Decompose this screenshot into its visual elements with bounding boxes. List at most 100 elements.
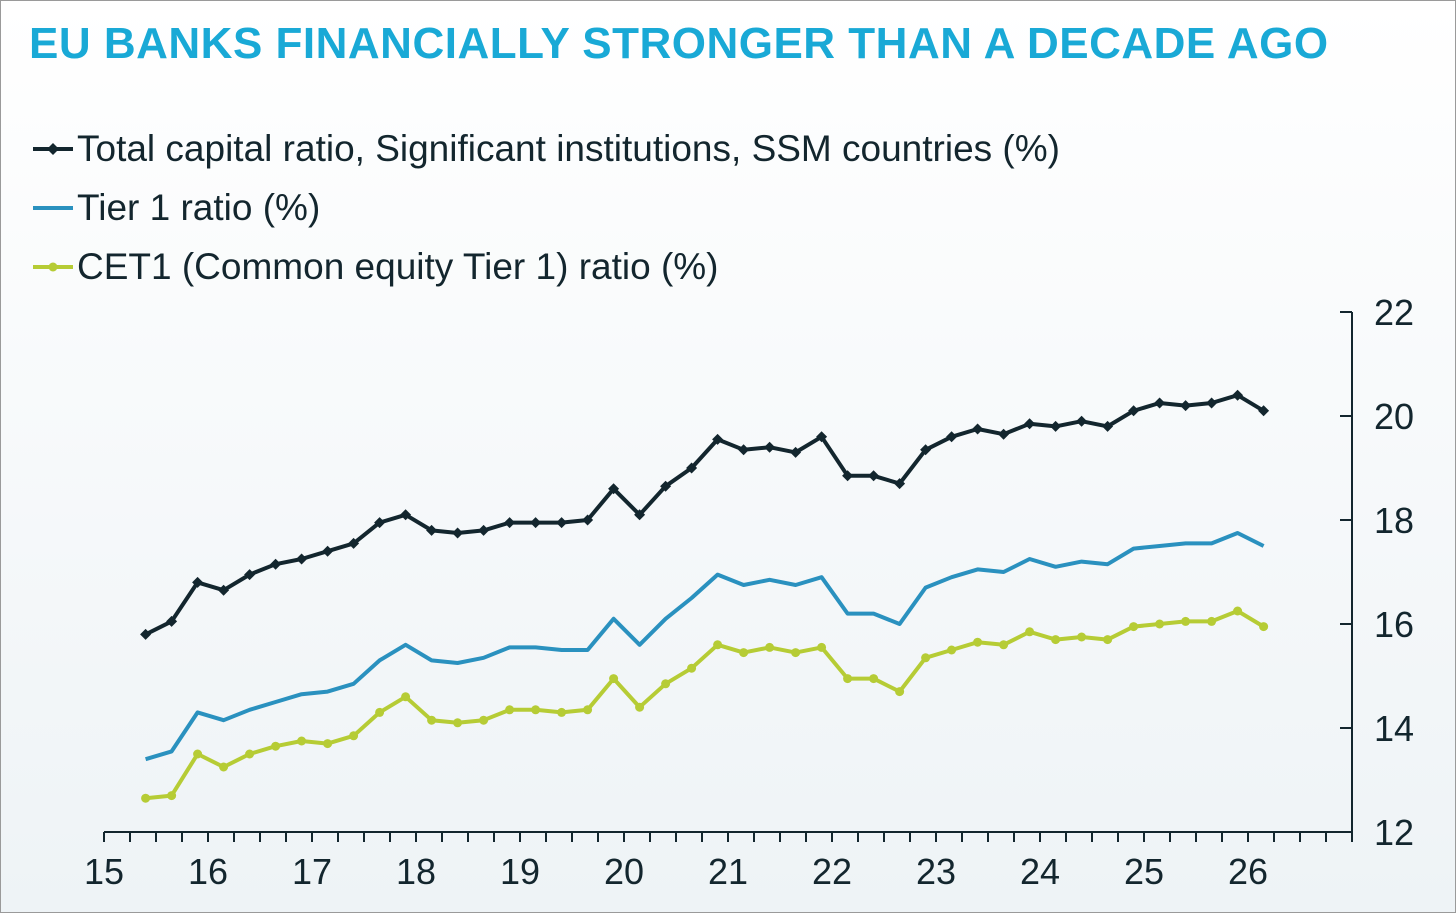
data-point-cet1 — [401, 692, 411, 702]
data-point-cet1 — [869, 674, 879, 684]
data-point-cet1 — [583, 705, 593, 715]
y-tick-label: 18 — [1374, 500, 1414, 541]
data-point-total-capital — [244, 569, 256, 581]
data-point-total-capital — [1102, 420, 1114, 432]
data-point-cet1 — [505, 705, 515, 715]
data-point-total-capital — [426, 524, 438, 536]
data-point-total-capital — [712, 433, 724, 445]
y-tick-label: 14 — [1374, 708, 1414, 749]
data-point-cet1 — [479, 715, 489, 725]
legend-item-total-capital[interactable]: Total capital ratio, Significant institu… — [31, 119, 1060, 178]
data-point-cet1 — [1207, 616, 1217, 626]
x-tick-label: 24 — [1020, 851, 1060, 892]
data-point-total-capital — [400, 509, 412, 521]
data-point-total-capital — [816, 431, 828, 443]
data-point-cet1 — [895, 687, 905, 697]
data-point-total-capital — [348, 537, 360, 549]
legend-item-tier1[interactable]: Tier 1 ratio (%) — [31, 178, 1060, 237]
data-point-total-capital — [868, 470, 880, 482]
data-point-cet1 — [271, 741, 281, 751]
data-point-cet1 — [453, 718, 463, 728]
data-point-total-capital — [998, 428, 1010, 440]
x-tick-label: 17 — [292, 851, 332, 892]
data-point-cet1 — [635, 702, 645, 712]
data-point-total-capital — [504, 517, 516, 529]
data-point-total-capital — [296, 553, 308, 565]
data-point-cet1 — [349, 731, 359, 741]
legend-swatch-tier1 — [33, 205, 73, 210]
x-tick-label: 20 — [604, 851, 644, 892]
data-point-total-capital — [1128, 405, 1140, 417]
data-point-total-capital — [634, 509, 646, 521]
y-tick-label: 12 — [1374, 812, 1414, 853]
x-tick-label: 16 — [188, 851, 228, 892]
data-point-cet1 — [141, 793, 151, 803]
data-point-cet1 — [219, 762, 229, 772]
data-point-cet1 — [245, 749, 255, 759]
data-point-cet1 — [921, 653, 931, 663]
data-point-cet1 — [1025, 627, 1035, 637]
data-point-cet1 — [817, 642, 827, 652]
data-point-cet1 — [323, 739, 333, 749]
data-point-cet1 — [1233, 606, 1243, 616]
data-point-total-capital — [1050, 420, 1062, 432]
data-point-total-capital — [1024, 418, 1036, 430]
data-point-total-capital — [1258, 405, 1270, 417]
data-point-total-capital — [790, 446, 802, 458]
data-point-cet1 — [661, 679, 671, 689]
data-point-total-capital — [764, 441, 776, 453]
data-point-cet1 — [739, 648, 749, 658]
data-point-total-capital — [972, 423, 984, 435]
x-tick-label: 18 — [396, 851, 436, 892]
data-point-total-capital — [556, 517, 568, 529]
data-point-total-capital — [582, 514, 594, 526]
legend: Total capital ratio, Significant institu… — [31, 119, 1060, 296]
data-point-cet1 — [765, 642, 775, 652]
data-point-total-capital — [452, 527, 464, 539]
x-tick-label: 21 — [708, 851, 748, 892]
data-point-total-capital — [946, 431, 958, 443]
data-point-cet1 — [947, 645, 957, 655]
data-point-total-capital — [660, 480, 672, 492]
data-point-cet1 — [557, 707, 567, 717]
data-point-total-capital — [374, 517, 386, 529]
x-tick-label: 26 — [1228, 851, 1268, 892]
data-point-cet1 — [791, 648, 801, 658]
data-point-cet1 — [167, 791, 177, 801]
x-tick-label: 25 — [1124, 851, 1164, 892]
data-point-cet1 — [1103, 635, 1113, 645]
legend-item-cet1[interactable]: CET1 (Common equity Tier 1) ratio (%) — [31, 237, 1060, 296]
data-point-cet1 — [193, 749, 203, 759]
data-point-total-capital — [322, 545, 334, 557]
data-point-total-capital — [530, 517, 542, 529]
legend-label-cet1: CET1 (Common equity Tier 1) ratio (%) — [77, 245, 719, 287]
data-point-total-capital — [140, 628, 152, 640]
data-point-total-capital — [738, 444, 750, 456]
data-point-cet1 — [1077, 632, 1087, 642]
chart-title: EU BANKS FINANCIALLY STRONGER THAN A DEC… — [29, 19, 1329, 68]
series-line-total-capital — [144, 393, 1265, 637]
data-point-total-capital — [1180, 400, 1192, 412]
data-point-total-capital — [1154, 397, 1166, 409]
data-point-cet1 — [713, 640, 723, 650]
data-point-total-capital — [192, 576, 204, 588]
legend-label-total-capital: Total capital ratio, Significant institu… — [77, 127, 1060, 169]
data-point-cet1 — [1051, 635, 1061, 645]
data-point-cet1 — [375, 707, 385, 717]
x-tick-label: 15 — [84, 851, 124, 892]
data-point-cet1 — [427, 715, 437, 725]
x-tick-label: 23 — [916, 851, 956, 892]
y-tick-label: 16 — [1374, 604, 1414, 645]
data-point-cet1 — [999, 640, 1009, 650]
data-point-total-capital — [1206, 397, 1218, 409]
data-point-total-capital — [1232, 389, 1244, 401]
legend-swatch-cet1 — [33, 262, 73, 271]
y-tick-label: 20 — [1374, 396, 1414, 437]
data-point-total-capital — [842, 470, 854, 482]
data-point-cet1 — [1181, 616, 1191, 626]
series-line-cet1 — [145, 609, 1265, 801]
data-point-total-capital — [166, 615, 178, 627]
data-point-total-capital — [920, 444, 932, 456]
